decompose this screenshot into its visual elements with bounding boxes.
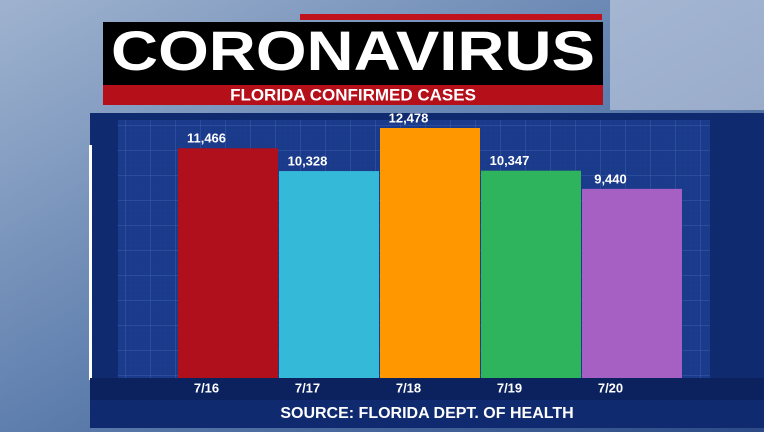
value-label: 10,347 <box>490 153 530 168</box>
value-label: 12,478 <box>389 110 429 125</box>
left-rule <box>89 145 92 380</box>
chart-subtitle: FLORIDA CONFIRMED CASES <box>230 85 476 104</box>
value-label: 9,440 <box>594 171 627 186</box>
bar <box>279 171 379 378</box>
date-strip <box>90 378 764 400</box>
x-tick-label: 7/20 <box>598 380 623 395</box>
x-tick-label: 7/16 <box>194 380 219 395</box>
source-band <box>90 400 764 428</box>
chart-title: CORONAVIRUS <box>111 19 595 82</box>
bar <box>178 148 278 378</box>
x-tick-label: 7/18 <box>396 380 421 395</box>
value-label: 10,328 <box>288 154 328 169</box>
x-tick-label: 7/17 <box>295 380 320 395</box>
value-label: 11,466 <box>187 131 226 146</box>
title-accent <box>300 14 602 20</box>
source-note: SOURCE: FLORIDA DEPT. OF HEALTH <box>280 405 573 422</box>
title-box <box>103 22 603 85</box>
bar <box>380 128 480 378</box>
bar <box>481 170 581 378</box>
background-photo <box>610 0 764 110</box>
x-tick-label: 7/19 <box>497 380 522 395</box>
subtitle-box <box>103 85 603 105</box>
bar <box>582 188 682 378</box>
